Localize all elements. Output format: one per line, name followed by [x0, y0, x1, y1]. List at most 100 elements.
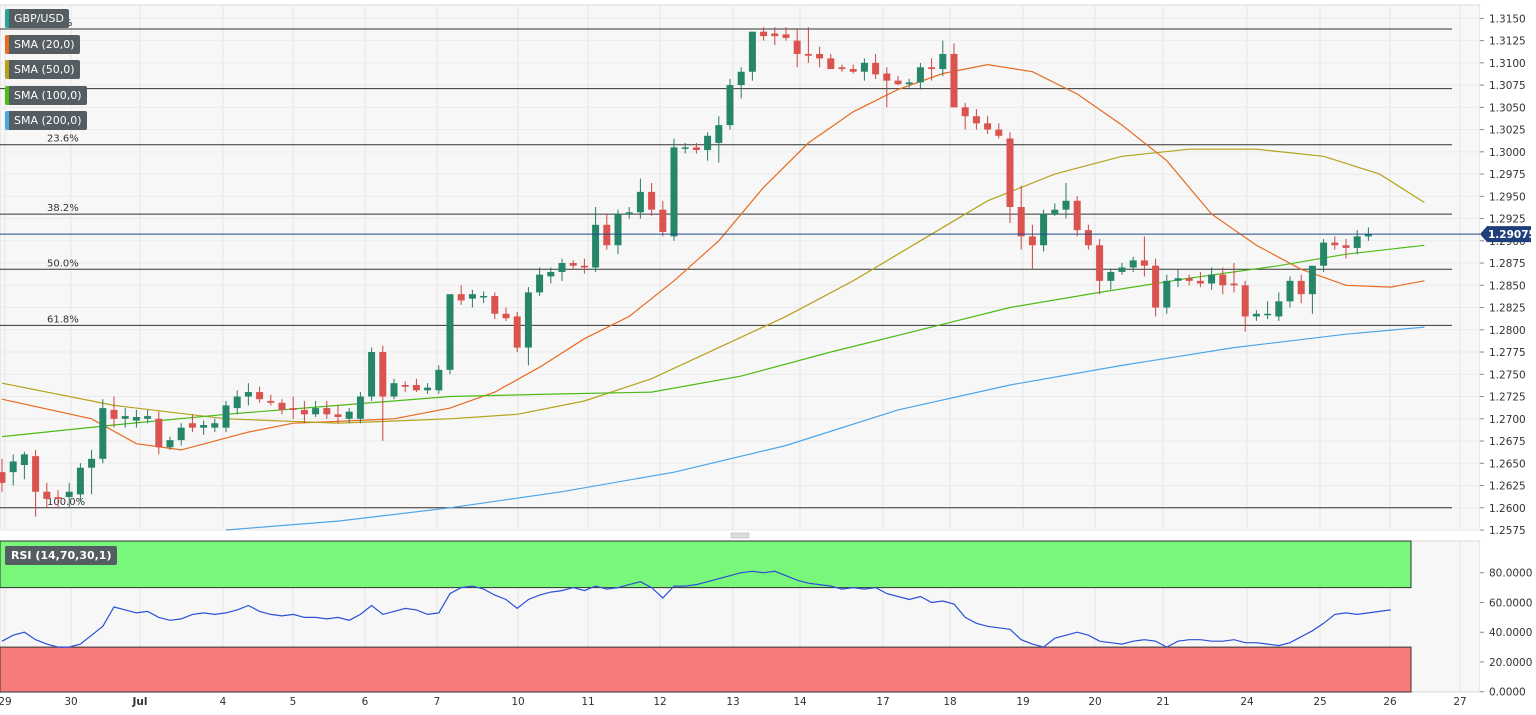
- candle-body: [1107, 271, 1115, 281]
- candle: [580, 258, 588, 274]
- price-tick-label: 1.2650: [1489, 458, 1526, 470]
- candle: [54, 489, 62, 508]
- candle: [961, 102, 969, 130]
- candle-body: [1163, 280, 1171, 308]
- candle: [1308, 265, 1316, 314]
- candle-body: [155, 418, 163, 448]
- candle-body: [1051, 209, 1059, 215]
- candle: [894, 76, 902, 86]
- legend-item[interactable]: SMA (20,0): [5, 34, 80, 54]
- legend-item[interactable]: GBP/USD: [5, 9, 69, 28]
- time-tick-label: 5: [290, 696, 297, 708]
- candle: [244, 383, 252, 406]
- candle: [1174, 269, 1182, 288]
- candle-body: [1252, 313, 1260, 317]
- candle: [424, 383, 432, 394]
- candle: [1275, 292, 1283, 321]
- candle-body: [1040, 214, 1048, 246]
- time-tick-label: 7: [434, 696, 441, 708]
- sma-line: [1, 63, 1425, 451]
- candle-body: [1152, 265, 1160, 308]
- candle: [312, 400, 320, 417]
- candle-body: [278, 402, 286, 410]
- price-tick-label: 1.2875: [1489, 258, 1526, 270]
- candle: [536, 267, 544, 296]
- candle: [849, 64, 857, 74]
- candle-body: [54, 497, 62, 499]
- panel-resize-handle: [730, 532, 750, 539]
- candle: [670, 138, 678, 241]
- candle: [1252, 310, 1260, 321]
- legend-item[interactable]: SMA (100,0): [5, 85, 87, 105]
- candle-body: [446, 294, 454, 370]
- candle: [132, 409, 140, 428]
- candle: [356, 392, 364, 424]
- candle-body: [849, 69, 857, 72]
- candle-body: [0, 472, 6, 483]
- candle: [1196, 271, 1204, 288]
- candle-body: [1174, 278, 1182, 281]
- candle-body: [1028, 236, 1036, 246]
- candle: [65, 482, 73, 508]
- candle: [267, 394, 275, 406]
- candle: [1028, 224, 1036, 270]
- candle: [916, 62, 924, 90]
- sma-line: [225, 326, 1425, 531]
- fibonacci-levels: 0.0%23.6%38.2%50.0%61.8%100.0%: [0, 18, 1452, 509]
- candle-body: [1230, 283, 1238, 286]
- time-tick-label: Jul: [132, 696, 148, 708]
- candle-body: [1208, 274, 1216, 284]
- candle: [177, 423, 185, 446]
- candle-body: [1241, 285, 1249, 317]
- legend-item[interactable]: SMA (200,0): [5, 111, 87, 130]
- candle: [1062, 182, 1070, 219]
- candle-body: [32, 456, 40, 492]
- last-price-badge: [1480, 226, 1531, 243]
- candle-body: [1084, 230, 1092, 246]
- candle-body: [737, 71, 745, 86]
- price-tick-label: 1.2725: [1489, 392, 1526, 404]
- candle: [1073, 196, 1081, 237]
- time-tick-label: 19: [1016, 696, 1029, 708]
- rsi-overbought-zone: [0, 540, 1412, 589]
- candle-body: [592, 224, 600, 268]
- candle-body: [995, 129, 1003, 136]
- candle: [20, 451, 28, 480]
- candle-body: [984, 123, 992, 130]
- price-tick-label: 1.2700: [1489, 414, 1526, 426]
- legend-item[interactable]: SMA (50,0): [5, 60, 80, 79]
- candle: [1185, 274, 1193, 286]
- candle-body: [715, 125, 723, 143]
- price-tick-label: 1.2600: [1489, 503, 1526, 515]
- candle: [457, 285, 465, 305]
- candle-body: [132, 416, 140, 421]
- candle: [726, 78, 734, 130]
- candle: [1084, 224, 1092, 250]
- candle-body: [1219, 274, 1227, 286]
- candle-body: [547, 271, 555, 277]
- candle-body: [312, 408, 320, 415]
- candle-body: [244, 392, 252, 397]
- candle: [939, 40, 947, 77]
- candle: [480, 291, 488, 304]
- candle: [692, 142, 700, 154]
- candle: [1040, 209, 1048, 252]
- candle-body: [9, 461, 17, 473]
- time-tick-label: 12: [653, 696, 666, 708]
- candle: [760, 27, 768, 41]
- time-tick-label: 18: [943, 696, 956, 708]
- candle-body: [1286, 280, 1294, 302]
- rsi-tick-label: 60.0000: [1489, 597, 1532, 609]
- fib-label: 23.6%: [47, 134, 79, 145]
- candle-body: [916, 67, 924, 83]
- candle: [1320, 239, 1328, 272]
- price-plot-area: [0, 4, 1481, 531]
- candle-body: [950, 53, 958, 108]
- candle-body: [424, 387, 432, 391]
- candle-body: [1308, 265, 1316, 295]
- candle-body: [972, 116, 980, 124]
- price-tick-label: 1.2925: [1489, 214, 1526, 226]
- candle-body: [65, 491, 73, 498]
- time-tick-label: 14: [793, 696, 807, 708]
